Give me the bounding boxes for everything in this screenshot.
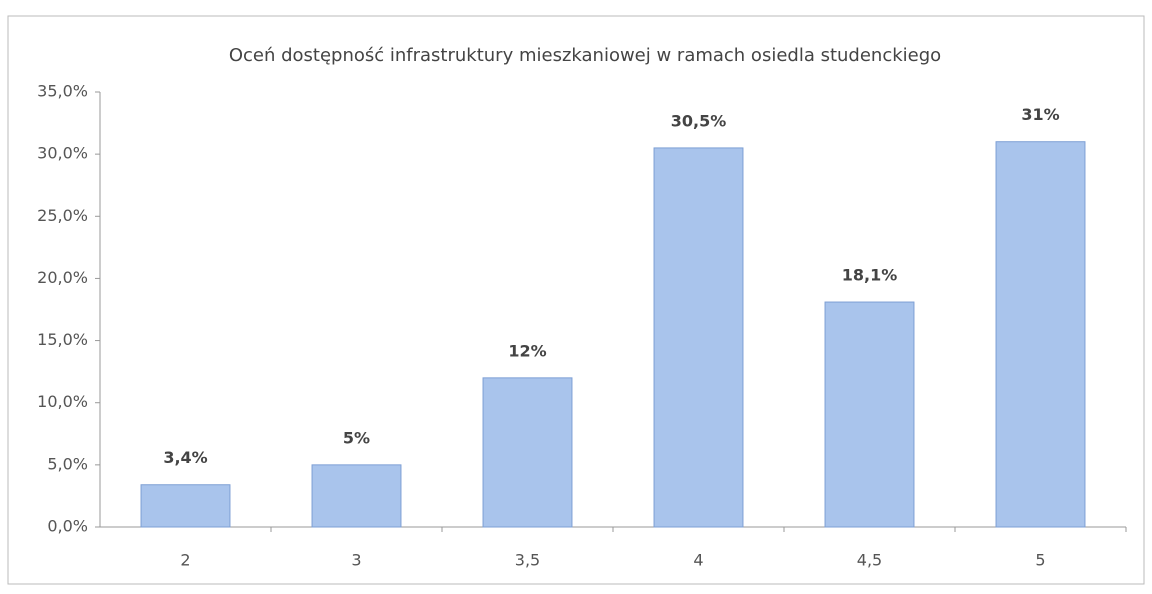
y-tick-label: 30,0% xyxy=(37,144,88,163)
bar xyxy=(311,464,402,528)
value-label: 12% xyxy=(508,341,546,360)
y-tick-label: 10,0% xyxy=(37,392,88,411)
y-tick-label: 0,0% xyxy=(47,517,88,536)
chart-title: Oceń dostępność infrastruktury mieszkani… xyxy=(229,45,941,66)
y-tick-label: 15,0% xyxy=(37,330,88,349)
x-tick-label: 4,5 xyxy=(857,551,882,570)
y-tick-label: 5,0% xyxy=(47,454,88,473)
y-tick-label: 25,0% xyxy=(37,206,88,225)
x-tick-label: 4 xyxy=(693,551,703,570)
value-label: 31% xyxy=(1021,105,1059,124)
bar xyxy=(482,377,573,528)
y-tick-label: 20,0% xyxy=(37,268,88,287)
x-tick-label: 3 xyxy=(351,551,361,570)
y-tick-label: 35,0% xyxy=(37,82,88,101)
x-tick-label: 5 xyxy=(1035,551,1045,570)
value-label: 5% xyxy=(343,428,370,447)
bar xyxy=(140,484,231,528)
x-tick-label: 2 xyxy=(180,551,190,570)
bar xyxy=(653,147,744,528)
value-label: 30,5% xyxy=(671,111,727,130)
value-label: 18,1% xyxy=(842,266,898,285)
x-tick-label: 3,5 xyxy=(515,551,540,570)
value-label: 3,4% xyxy=(163,448,207,467)
bar xyxy=(824,301,915,528)
bar xyxy=(995,141,1086,528)
